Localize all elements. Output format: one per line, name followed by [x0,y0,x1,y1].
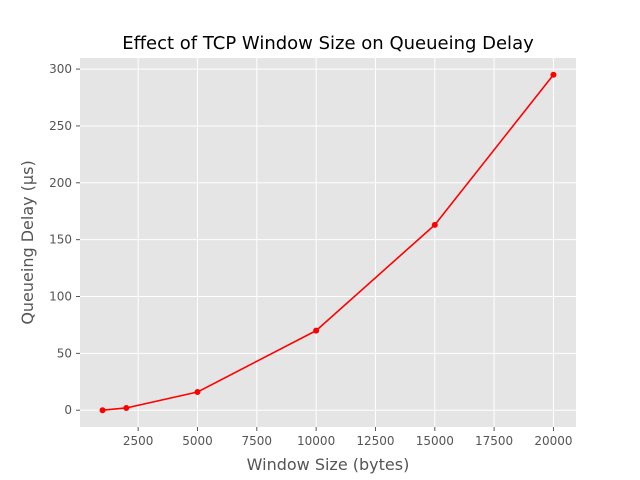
chart-title: Effect of TCP Window Size on Queueing De… [122,33,534,54]
x-tick-label: 5000 [182,434,213,448]
x-tick-label: 12500 [356,434,394,448]
y-tick-label: 150 [49,233,72,247]
x-tick-label: 7500 [242,434,273,448]
series-group [99,71,557,414]
series-line [102,74,555,412]
data-point [550,71,557,78]
x-axis-ticks: 2500 5000 7500 10000 12500 15000 17500 20000 [123,427,573,448]
x-tick-label: 15000 [416,434,454,448]
y-axis-label: Queueing Delay (μs) [18,160,37,324]
y-tick-label: 200 [49,176,72,190]
y-tick-label: 300 [49,62,72,76]
x-tick-label: 2500 [123,434,154,448]
data-point [313,327,320,334]
data-point [194,389,201,396]
grid [80,58,576,427]
x-tick-label: 10000 [297,434,335,448]
data-point [99,407,106,414]
y-tick-label: 0 [64,403,72,417]
y-tick-label: 100 [49,290,72,304]
y-tick-label: 50 [57,346,72,360]
data-point [123,404,130,411]
y-axis-ticks: 0 50 100 150 200 250 300 [49,62,80,417]
plot-area [80,58,576,427]
x-tick-label: 17500 [475,434,513,448]
y-tick-label: 250 [49,119,72,133]
data-point [431,221,438,228]
x-tick-label: 20000 [534,434,572,448]
x-axis-label: Window Size (bytes) [247,455,410,474]
